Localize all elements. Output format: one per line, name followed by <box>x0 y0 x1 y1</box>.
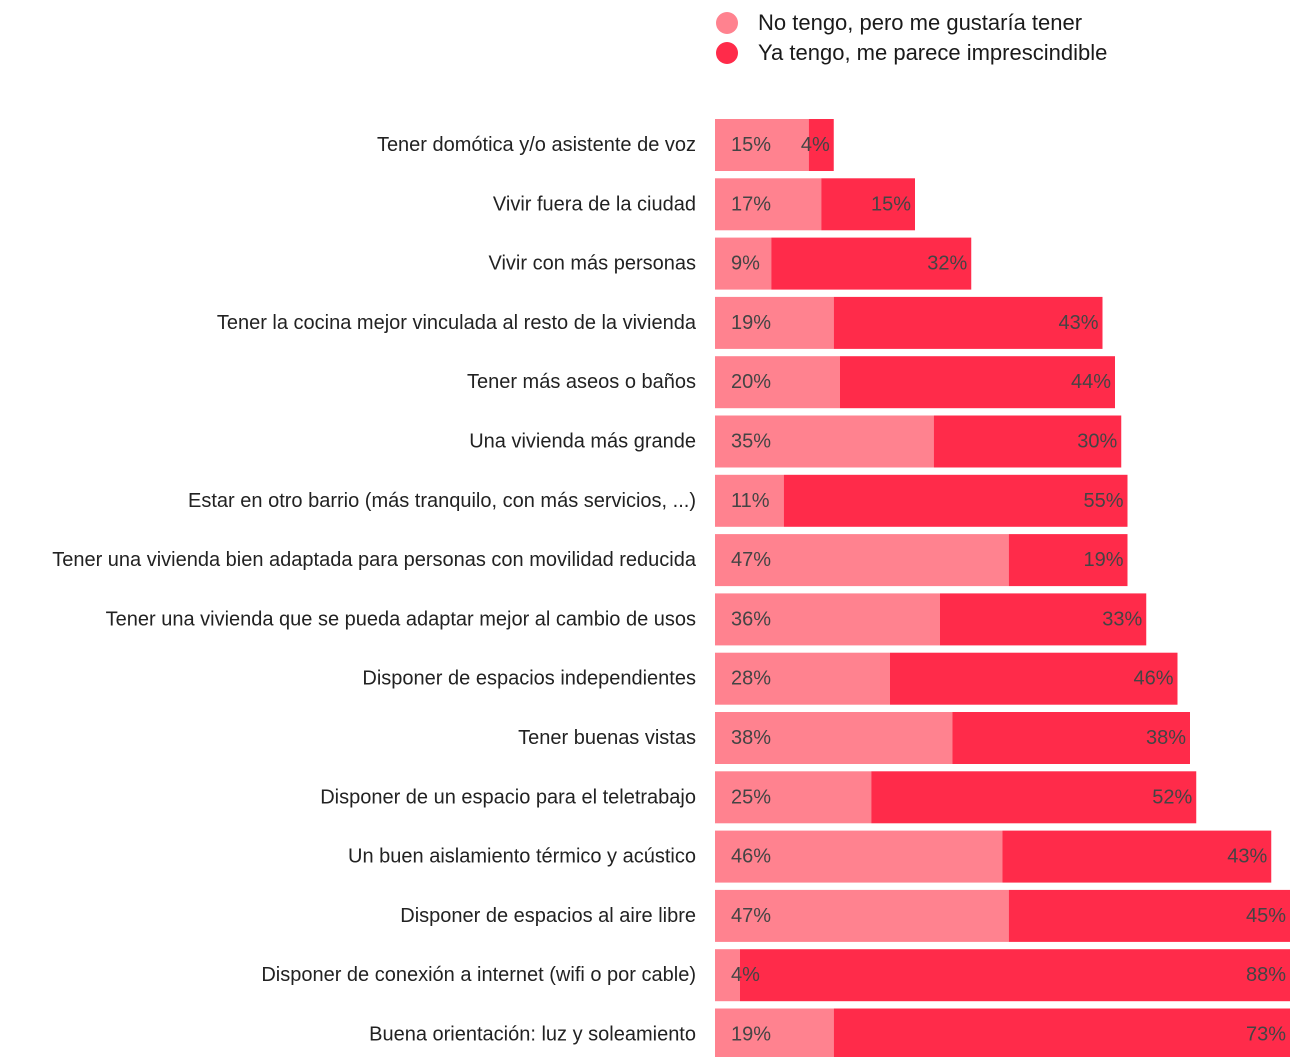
value-label-have: 55% <box>1083 490 1123 512</box>
legend-label-have: Ya tengo, me parece imprescindible <box>758 40 1108 65</box>
bar-want <box>715 415 934 468</box>
legend-item-have: Ya tengo, me parece imprescindible <box>716 38 1107 68</box>
bar-want <box>715 474 784 527</box>
category-label: Tener domótica y/o asistente de voz <box>377 134 696 156</box>
bar-want <box>715 534 1009 587</box>
bar-have <box>1008 889 1290 942</box>
bar-have <box>871 771 1197 824</box>
bar-want <box>715 1008 834 1057</box>
bar-want <box>715 356 840 409</box>
value-label-want: 47% <box>731 905 771 927</box>
value-label-have: 45% <box>1246 905 1286 927</box>
value-label-want: 19% <box>731 312 771 334</box>
category-label: Tener una vivienda que se pueda adaptar … <box>106 608 696 630</box>
bar-want <box>715 237 772 290</box>
bar-have <box>1008 534 1128 587</box>
value-label-have: 43% <box>1227 846 1267 868</box>
value-label-have: 33% <box>1102 608 1142 630</box>
category-label: Un buen aislamiento térmico y acústico <box>348 846 696 868</box>
bar-want <box>715 712 953 764</box>
value-label-have: 30% <box>1077 431 1117 453</box>
value-label-want: 17% <box>731 193 771 215</box>
bar-want <box>715 296 834 349</box>
bar-want <box>715 652 890 705</box>
bar-have <box>833 1008 1290 1057</box>
bar-have <box>890 652 1178 705</box>
bar-have <box>933 415 1122 468</box>
bar-want <box>715 593 940 646</box>
bar-want <box>715 830 1003 883</box>
bar-have <box>740 949 1290 1002</box>
value-label-want: 35% <box>731 431 771 453</box>
bar-have <box>840 356 1115 409</box>
bar-have <box>771 237 972 290</box>
value-label-want: 25% <box>731 786 771 808</box>
value-label-want: 9% <box>731 253 760 275</box>
bar-have <box>952 712 1190 764</box>
category-label: Una vivienda más grande <box>469 431 696 453</box>
bar-want <box>715 119 809 171</box>
category-label: Disponer de un espacio para el teletraba… <box>320 786 696 808</box>
category-label: Disponer de espacios independientes <box>362 668 696 690</box>
value-label-have: 43% <box>1058 312 1098 334</box>
value-label-have: 32% <box>927 253 967 275</box>
value-label-have: 52% <box>1152 786 1192 808</box>
value-label-want: 20% <box>731 371 771 393</box>
value-label-want: 36% <box>731 608 771 630</box>
legend-label-want: No tengo, pero me gustaría tener <box>758 10 1083 35</box>
category-label: Disponer de conexión a internet (wifi o … <box>261 964 696 986</box>
bar-have <box>783 474 1128 527</box>
bar-have <box>833 296 1103 349</box>
category-label: Tener la cocina mejor vinculada al resto… <box>217 312 697 334</box>
bar-want <box>715 949 740 1002</box>
legend-swatch-want <box>716 12 738 34</box>
value-label-have: 38% <box>1146 727 1186 749</box>
bar-want <box>715 889 1009 942</box>
legend-item-want: No tengo, pero me gustaría tener <box>716 8 1107 38</box>
category-label: Tener buenas vistas <box>518 727 696 749</box>
value-label-have: 4% <box>801 134 830 156</box>
value-label-have: 19% <box>1083 549 1123 571</box>
category-label: Disponer de espacios al aire libre <box>400 905 696 927</box>
bar-have <box>1002 830 1272 883</box>
category-label: Estar en otro barrio (más tranquilo, con… <box>188 490 696 512</box>
legend: No tengo, pero me gustaría tener Ya teng… <box>716 8 1107 68</box>
value-label-have: 73% <box>1246 1024 1286 1046</box>
value-label-want: 28% <box>731 668 771 690</box>
value-label-have: 44% <box>1071 371 1111 393</box>
category-label: Vivir fuera de la ciudad <box>493 193 696 215</box>
value-label-have: 15% <box>871 193 911 215</box>
value-label-want: 46% <box>731 846 771 868</box>
value-label-want: 19% <box>731 1024 771 1046</box>
category-label: Tener más aseos o baños <box>467 371 696 393</box>
value-label-want: 47% <box>731 549 771 571</box>
category-label: Tener una vivienda bien adaptada para pe… <box>52 549 697 571</box>
bar-have <box>808 119 834 171</box>
value-label-want: 38% <box>731 727 771 749</box>
value-label-have: 88% <box>1246 964 1286 986</box>
category-label: Buena orientación: luz y soleamiento <box>369 1024 696 1046</box>
value-label-have: 46% <box>1133 668 1173 690</box>
value-label-want: 11% <box>731 490 770 512</box>
category-label: Vivir con más personas <box>489 253 697 275</box>
value-label-want: 4% <box>731 964 760 986</box>
legend-swatch-have <box>716 42 738 64</box>
bar-have <box>940 593 1147 646</box>
value-label-want: 15% <box>731 134 771 156</box>
bar-have <box>821 178 915 231</box>
bar-want <box>715 771 872 824</box>
bar-want <box>715 178 822 231</box>
